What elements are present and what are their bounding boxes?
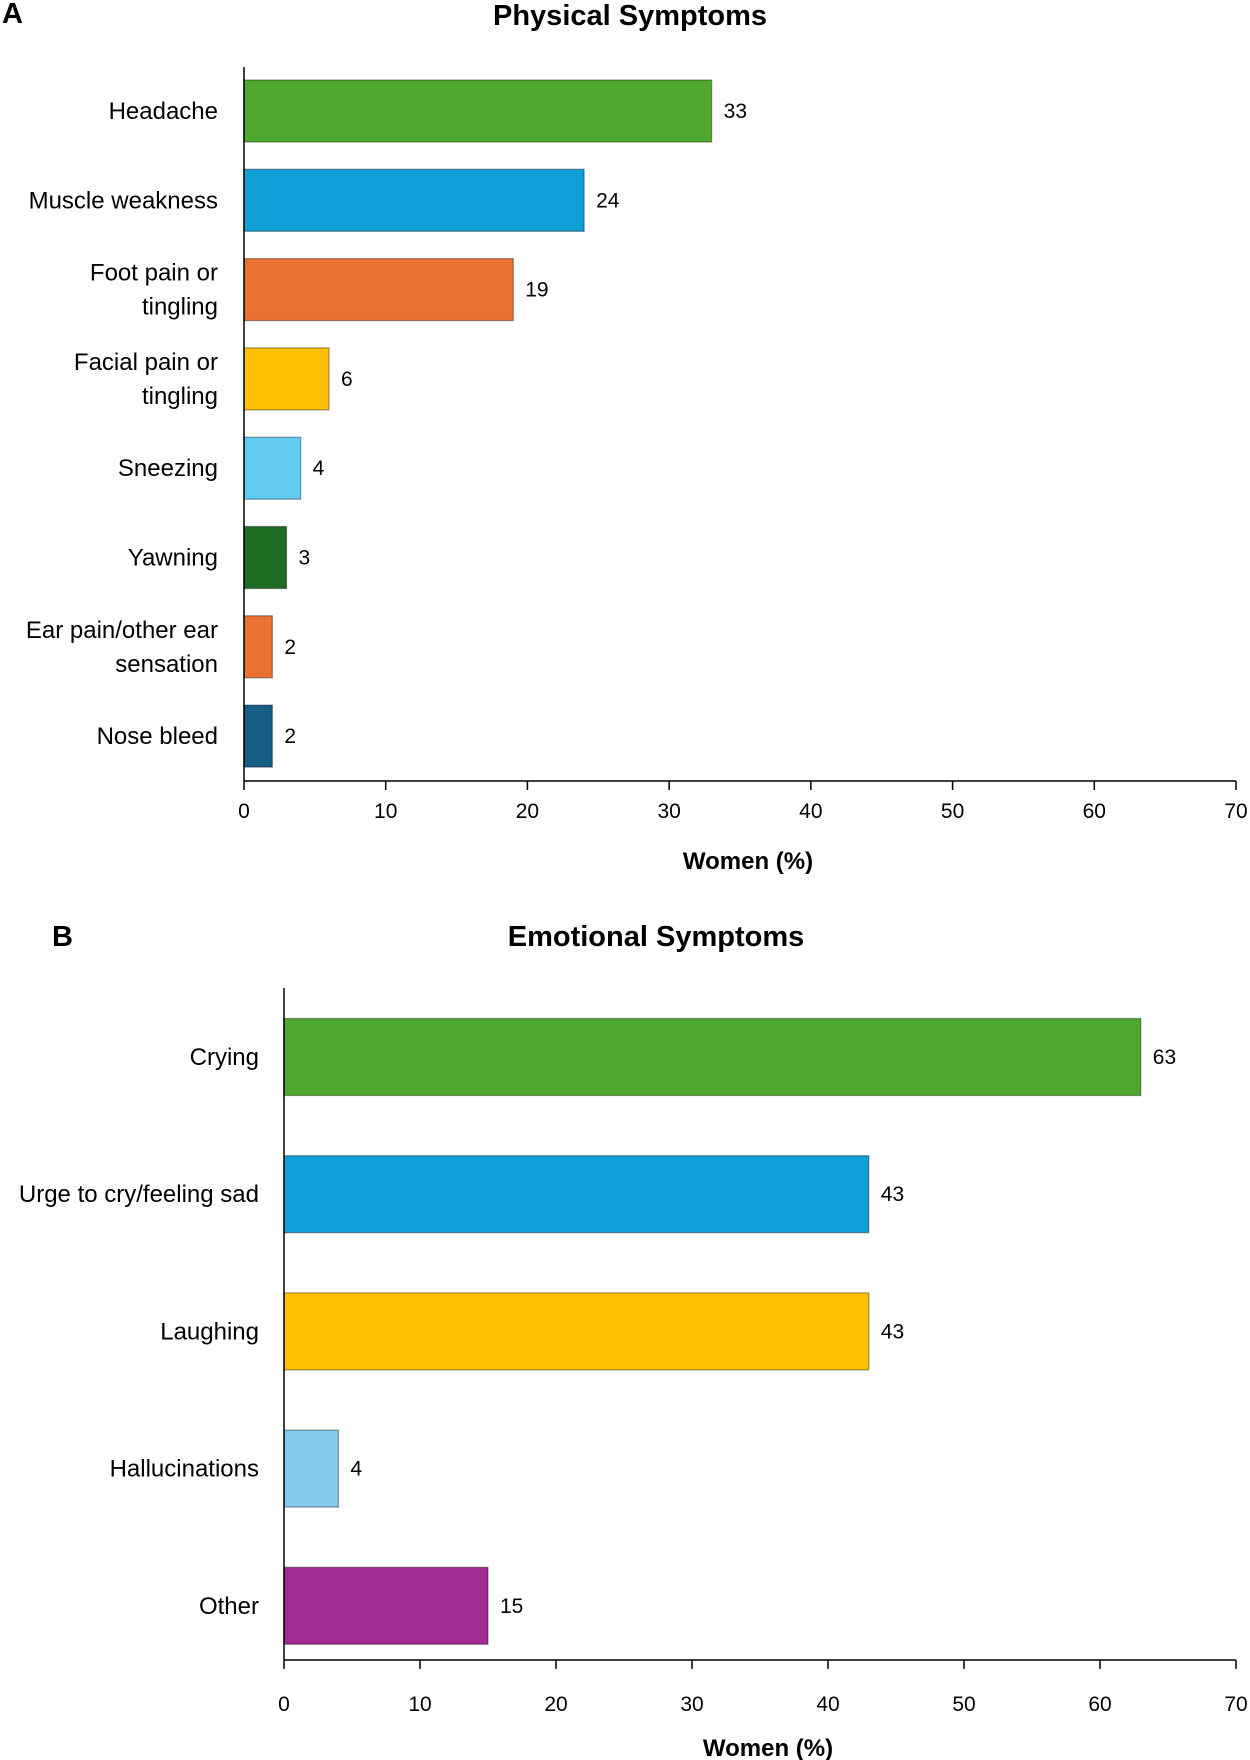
value-label-0: 33 [724, 100, 747, 123]
x-tick-label-0: 0 [238, 800, 250, 823]
x-tick-label-3: 30 [680, 1693, 703, 1716]
bar-1 [283, 1155, 870, 1234]
x-tick-label-7: 70 [1224, 800, 1247, 823]
x-axis-label: Women (%) [683, 848, 813, 875]
x-tick-label-2: 20 [516, 800, 539, 823]
value-label-3: 4 [350, 1458, 362, 1481]
x-tick-label-5: 50 [952, 1693, 975, 1716]
bar-2 [243, 257, 514, 322]
emotional-symptoms-chart: B Emotional Symptoms 63 Crying 43 Urge to cry… [19, 921, 1248, 1760]
category-label-0: Headache [109, 98, 218, 125]
chart-title: Physical Symptoms [493, 0, 767, 32]
x-tick-label-6: 60 [1083, 800, 1106, 823]
bar-0 [243, 79, 713, 143]
category-label-6-line-1: sensation [115, 651, 218, 678]
x-axis-label: Women (%) [703, 1735, 833, 1760]
value-label-4: 15 [500, 1595, 523, 1618]
category-label-3-line-1: tingling [142, 383, 218, 410]
category-label-1: Muscle weakness [29, 187, 218, 214]
category-label-4: Other [199, 1593, 259, 1620]
category-label-0: Crying [190, 1044, 259, 1071]
bar-4 [243, 436, 302, 500]
category-label-2: Laughing [160, 1318, 259, 1345]
category-label-7: Nose bleed [97, 723, 218, 750]
bar-3 [283, 1429, 340, 1508]
bar-2 [283, 1292, 870, 1371]
x-tick-label-2: 20 [544, 1693, 567, 1716]
value-label-4: 4 [313, 457, 325, 480]
chart-title: Emotional Symptoms [508, 921, 805, 953]
value-label-0: 63 [1153, 1046, 1176, 1069]
bar-6 [243, 615, 273, 679]
bar-7 [243, 704, 273, 768]
x-tick-label-1: 10 [374, 800, 397, 823]
value-label-7: 2 [284, 725, 296, 748]
category-label-6-line-0: Ear pain/other ear [26, 617, 218, 644]
x-tick-label-4: 40 [799, 800, 822, 823]
x-tick-label-0: 0 [278, 1693, 290, 1716]
category-label-4: Sneezing [118, 455, 218, 482]
x-tick-label-6: 60 [1088, 1693, 1111, 1716]
bar-0 [283, 1017, 1142, 1097]
panel-label: B [52, 921, 73, 953]
value-label-2: 19 [525, 279, 548, 302]
category-label-2-line-1: tingling [142, 294, 218, 321]
value-label-5: 3 [299, 547, 311, 570]
bar-1 [243, 168, 585, 232]
value-label-3: 6 [341, 368, 353, 391]
x-tick-label-4: 40 [816, 1693, 839, 1716]
x-tick-label-7: 70 [1224, 1693, 1247, 1716]
value-label-1: 24 [596, 189, 620, 212]
value-label-1: 43 [881, 1183, 904, 1206]
bar-4 [283, 1566, 489, 1645]
x-tick-label-5: 50 [941, 800, 964, 823]
category-label-3-line-0: Facial pain or [74, 349, 218, 376]
x-tick-label-1: 10 [408, 1693, 431, 1716]
bar-3 [243, 347, 330, 411]
category-label-5: Yawning [128, 545, 218, 572]
bar-5 [243, 525, 288, 590]
category-label-1: Urge to cry/feeling sad [19, 1181, 259, 1208]
panel-label: A [2, 0, 23, 30]
x-tick-label-3: 30 [657, 800, 680, 823]
category-label-3: Hallucinations [110, 1456, 259, 1483]
category-label-2-line-0: Foot pain or [90, 260, 218, 287]
value-label-6: 2 [284, 636, 296, 659]
value-label-2: 43 [881, 1320, 904, 1343]
